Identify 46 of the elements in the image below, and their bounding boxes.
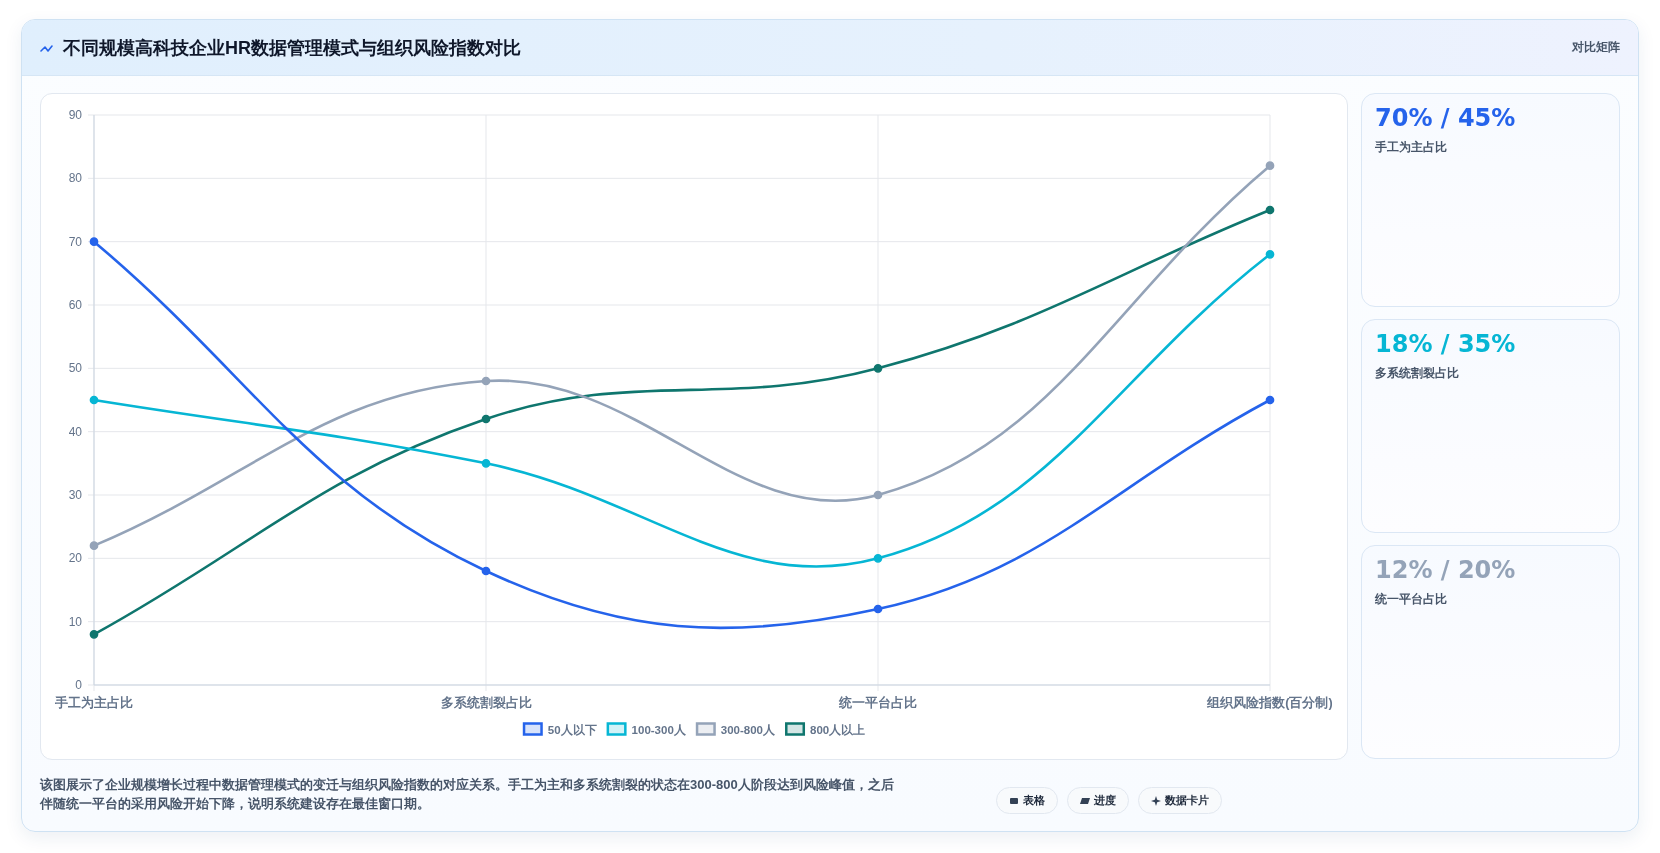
text: 该图展示了企业规模增长过程中数据管理模式的变迁与组织风险指数的对应关系。手工为主和多系统割裂的状态在300-800人阶段达到风险峰值，之后伴随统一平台的采用风险开始下降，说明系统建设存在最佳窗口期。 (40, 776, 895, 813)
text: 70% / 45% (1375, 103, 1516, 133)
point (481, 566, 491, 576)
point (1265, 205, 1275, 215)
x-tick-label: 组织风险指数(百分制) (1206, 696, 1333, 710)
legend-label: 800人以上 (810, 723, 866, 737)
point (89, 629, 99, 639)
text: 对比矩阵 (1572, 39, 1620, 55)
text: 18% / 35% (1375, 329, 1516, 359)
point (89, 395, 99, 405)
x-tick-label: 统一平台占比 (838, 695, 917, 710)
point (89, 237, 99, 247)
text: 数据卡片 (1165, 793, 1209, 808)
text: 手工为主占比 (1375, 139, 1447, 155)
chart-title: 不同规模高科技企业HR数据管理模式与组织风险指数对比 (63, 37, 521, 60)
y-tick-label: 70 (68, 234, 83, 249)
point (1265, 249, 1275, 259)
point (873, 490, 883, 500)
y-tick-label: 50 (68, 361, 83, 376)
y-tick-label: 60 (68, 298, 83, 312)
point (481, 414, 491, 424)
y-tick-label: 0 (75, 678, 83, 692)
legend-label: 50人以下 (547, 723, 597, 737)
text: 12% / 20% (1375, 555, 1516, 585)
text: 统一平台占比 (1375, 591, 1447, 607)
text: 多系统割裂占比 (1375, 365, 1459, 381)
point (1265, 161, 1275, 171)
legend-label: 300-800人 (720, 724, 777, 737)
point (873, 604, 883, 614)
y-tick-label: 10 (68, 614, 83, 629)
point (873, 363, 883, 373)
y-tick-label: 40 (68, 424, 83, 439)
text: 进度 (1094, 793, 1116, 808)
x-tick-label: 多系统割裂占比 (440, 695, 532, 710)
point (1265, 395, 1275, 405)
y-tick-label: 80 (68, 171, 83, 186)
y-tick-label: 20 (68, 551, 83, 566)
point (873, 553, 883, 563)
x-tick-label: 手工为主占比 (54, 695, 133, 710)
y-tick-label: 30 (68, 488, 83, 502)
text: 表格 (1023, 793, 1045, 808)
point (89, 541, 99, 551)
y-tick-label: 90 (68, 108, 83, 122)
point (481, 376, 491, 386)
point (481, 458, 491, 468)
legend-label: 100-300人 (631, 724, 687, 737)
